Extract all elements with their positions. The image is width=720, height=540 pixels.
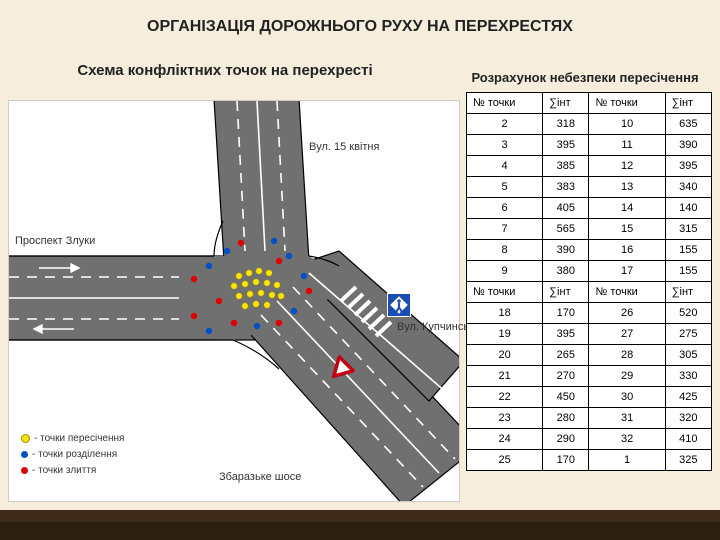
diagram-title: Схема конфліктних точок на перехресті xyxy=(60,62,390,80)
footer-strip-2 xyxy=(0,522,720,540)
table-cell: 380 xyxy=(543,261,589,282)
table-row: 2328031320 xyxy=(467,408,712,429)
table-cell: 280 xyxy=(543,408,589,429)
footer-strip xyxy=(0,510,720,522)
table-cell: 7 xyxy=(467,219,543,240)
table-row: 251701325 xyxy=(467,450,712,471)
table-cell: 155 xyxy=(665,261,711,282)
table-cell: 27 xyxy=(589,324,665,345)
table-cell: 23 xyxy=(467,408,543,429)
table-row: 1939527275 xyxy=(467,324,712,345)
table-cell: 26 xyxy=(589,303,665,324)
table-cell: 140 xyxy=(665,198,711,219)
table-cell: 32 xyxy=(589,429,665,450)
table-row: 2429032410 xyxy=(467,429,712,450)
legend-merge: - точки злиття xyxy=(21,463,124,479)
table-cell: 290 xyxy=(543,429,589,450)
table-header-1: № точки∑інт № точки∑інт xyxy=(467,93,712,114)
table-row: 339511390 xyxy=(467,135,712,156)
table-cell: 13 xyxy=(589,177,665,198)
table-cell: 325 xyxy=(665,450,711,471)
table-cell: 16 xyxy=(589,240,665,261)
table-cell: 12 xyxy=(589,156,665,177)
table-row: 1817026520 xyxy=(467,303,712,324)
table-row: 756515315 xyxy=(467,219,712,240)
table-cell: 425 xyxy=(665,387,711,408)
table-cell: 383 xyxy=(543,177,589,198)
table-cell: 320 xyxy=(665,408,711,429)
table-cell: 6 xyxy=(467,198,543,219)
table-cell: 3 xyxy=(467,135,543,156)
table-row: 2245030425 xyxy=(467,387,712,408)
table-cell: 9 xyxy=(467,261,543,282)
table-cell: 318 xyxy=(543,114,589,135)
table-cell: 405 xyxy=(543,198,589,219)
table-cell: 305 xyxy=(665,345,711,366)
table-cell: 275 xyxy=(665,324,711,345)
table-cell: 18 xyxy=(467,303,543,324)
table-cell: 30 xyxy=(589,387,665,408)
table-header-2: № точки∑інт № точки∑інт xyxy=(467,282,712,303)
street-label-north: Вул. 15 квітня xyxy=(309,141,379,153)
table-cell: 385 xyxy=(543,156,589,177)
table-row: 2127029330 xyxy=(467,366,712,387)
legend-crossing: - точки пересічення xyxy=(21,431,124,447)
table-cell: 265 xyxy=(543,345,589,366)
table-cell: 31 xyxy=(589,408,665,429)
table-cell: 155 xyxy=(665,240,711,261)
pedestrian-sign-icon xyxy=(387,293,411,317)
legend-diverge: - точки розділення xyxy=(21,447,124,463)
table-cell: 395 xyxy=(543,135,589,156)
table-row: 538313340 xyxy=(467,177,712,198)
table-cell: 390 xyxy=(543,240,589,261)
table-cell: 450 xyxy=(543,387,589,408)
table-cell: 340 xyxy=(665,177,711,198)
table-row: 938017155 xyxy=(467,261,712,282)
table-cell: 21 xyxy=(467,366,543,387)
table-cell: 8 xyxy=(467,240,543,261)
table-cell: 10 xyxy=(589,114,665,135)
table-cell: 25 xyxy=(467,450,543,471)
table-cell: 24 xyxy=(467,429,543,450)
table-row: 2026528305 xyxy=(467,345,712,366)
table-cell: 19 xyxy=(467,324,543,345)
table-cell: 315 xyxy=(665,219,711,240)
street-label-south: Збаразьке шосе xyxy=(219,471,301,483)
table-cell: 410 xyxy=(665,429,711,450)
legend: - точки пересічення - точки розділення -… xyxy=(21,431,124,479)
table-cell: 15 xyxy=(589,219,665,240)
table-cell: 2 xyxy=(467,114,543,135)
table-cell: 28 xyxy=(589,345,665,366)
street-label-west: Проспект Злуки xyxy=(15,235,95,247)
danger-table: № точки∑інт № точки∑інт 2318106353395113… xyxy=(466,92,712,471)
table-cell: 270 xyxy=(543,366,589,387)
table-row: 640514140 xyxy=(467,198,712,219)
table-cell: 20 xyxy=(467,345,543,366)
table-cell: 1 xyxy=(589,450,665,471)
table-title: Розрахунок небезпеки пересічення xyxy=(470,70,700,85)
table-cell: 14 xyxy=(589,198,665,219)
table-cell: 22 xyxy=(467,387,543,408)
table-cell: 29 xyxy=(589,366,665,387)
intersection-diagram: Вул. 15 квітня Проспект Злуки Вул. Купчи… xyxy=(8,100,460,502)
table-cell: 390 xyxy=(665,135,711,156)
table-cell: 565 xyxy=(543,219,589,240)
table-cell: 5 xyxy=(467,177,543,198)
table-row: 839016155 xyxy=(467,240,712,261)
table-row: 438512395 xyxy=(467,156,712,177)
table-cell: 395 xyxy=(665,156,711,177)
table-cell: 330 xyxy=(665,366,711,387)
table-cell: 635 xyxy=(665,114,711,135)
table-cell: 11 xyxy=(589,135,665,156)
table-cell: 520 xyxy=(665,303,711,324)
table-cell: 4 xyxy=(467,156,543,177)
table-row: 231810635 xyxy=(467,114,712,135)
table-cell: 395 xyxy=(543,324,589,345)
table-cell: 170 xyxy=(543,450,589,471)
table-cell: 17 xyxy=(589,261,665,282)
table-cell: 170 xyxy=(543,303,589,324)
page-title: ОРГАНІЗАЦІЯ ДОРОЖНЬОГО РУХУ НА ПЕРЕХРЕСТ… xyxy=(0,18,720,36)
